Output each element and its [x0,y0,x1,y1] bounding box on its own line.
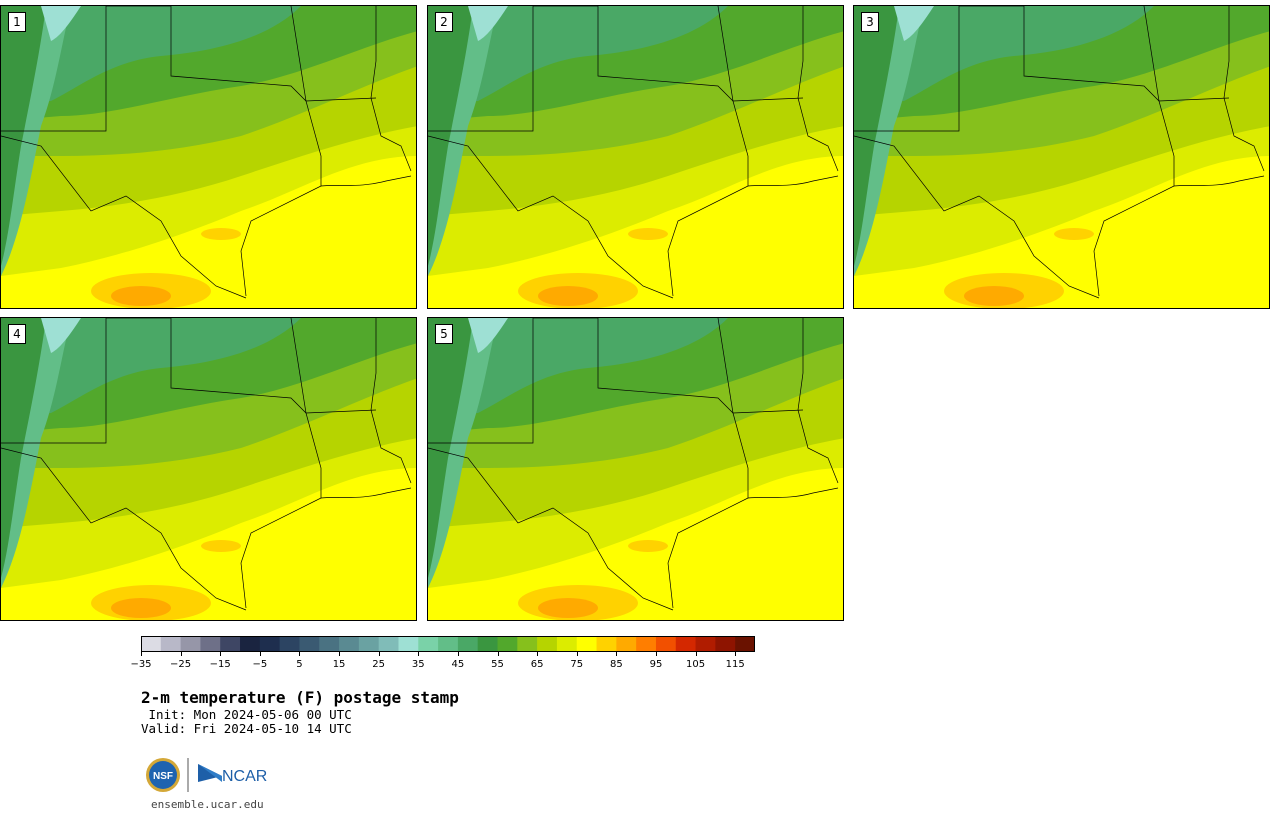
colorbar-swatch [636,636,657,652]
colorbar [141,636,755,652]
temperature-map [428,318,843,620]
colorbar-tick-label: 55 [491,659,504,670]
colorbar-tick-mark [180,652,182,656]
colorbar-swatch [299,636,320,652]
colorbar-tick-mark [576,652,578,656]
colorbar-tick-label: 95 [649,659,663,670]
colorbar-swatch [695,636,716,652]
colorbar-tick-mark [497,652,499,656]
nsf-ncar-logo: NSF NCAR [146,758,267,792]
colorbar-outline [141,636,755,652]
postage-stamp-panel: 2 [427,5,844,309]
temperature-map [1,6,416,308]
postage-stamp-panel: 3 [853,5,1270,309]
postage-stamp-panel: 5 [427,317,844,621]
colorbar-swatch [160,636,182,652]
colorbar-tick-label: 75 [570,659,584,670]
postage-stamp-panel: 4 [0,317,417,621]
colorbar-tick-label: −15 [209,659,231,670]
colorbar-tick-label: −35 [130,659,152,670]
colorbar-tick-mark [616,652,618,656]
colorbar-swatch [141,636,162,652]
postage-stamp-panel: 1 [0,5,417,309]
colorbar-swatch [438,636,459,652]
plot-title: 2-m temperature (F) postage stamp [141,688,459,707]
colorbar-tick-label: 25 [372,659,386,670]
colorbar-tick-label: 5 [296,659,303,670]
colorbar-swatch [319,636,340,652]
colorbar-swatch [477,636,499,652]
colorbar-swatch [616,636,637,652]
colorbar-tick-label: −5 [252,659,268,670]
colorbar-swatch [675,636,697,652]
colorbar-swatch [715,636,736,652]
footer-url: ensemble.ucar.edu [151,798,264,811]
colorbar-swatch [220,636,241,652]
colorbar-tick-mark [695,652,697,656]
colorbar-tick-mark [220,652,222,656]
colorbar-swatch [517,636,538,652]
colorbar-tick-label: 85 [609,659,623,670]
colorbar-tick-label: −25 [170,659,192,670]
member-label: 3 [861,12,879,32]
ncar-logo-text: NCAR [222,768,267,785]
colorbar-tick-mark [537,652,539,656]
colorbar-swatch [537,636,558,652]
temperature-map [1,318,416,620]
colorbar-swatch [240,636,261,652]
colorbar-tick-labels: −35 −25 −15 −5 5 15 25 35 45 55 65 75 85 95 105 115 [130,652,755,672]
colorbar-tick-mark [339,652,341,656]
colorbar-tick-label: 45 [451,659,465,670]
colorbar-swatch [457,636,479,652]
colorbar-swatch [497,636,518,652]
member-label: 4 [8,324,26,344]
colorbar-swatch [596,636,617,652]
colorbar-swatch [378,636,399,652]
colorbar-tick-mark [259,652,261,656]
colorbar-swatch [576,636,598,652]
colorbar-swatch [556,636,578,652]
colorbar-swatch [418,636,439,652]
temperature-map [854,6,1269,308]
member-label: 2 [435,12,453,32]
colorbar-swatch [398,636,419,652]
colorbar-tick-mark [735,652,737,656]
member-label: 5 [435,324,453,344]
colorbar-tick-mark [418,652,420,656]
colorbar-tick-mark [655,652,657,656]
colorbar-tick-mark [378,652,380,656]
colorbar-tick-label: 65 [530,659,544,670]
colorbar-swatch [655,636,677,652]
colorbar-tick-label: 115 [725,659,745,670]
colorbar-swatch [358,636,380,652]
colorbar-swatch [200,636,221,652]
colorbar-tick-label: 35 [411,659,425,670]
colorbar-tick-mark [299,652,301,656]
temperature-map [428,6,843,308]
init-time: Init: Mon 2024-05-06 00 UTC [141,707,352,722]
colorbar-swatch [279,636,300,652]
colorbar-swatch [735,636,755,652]
colorbar-swatch [259,636,281,652]
nsf-logo-text: NSF [153,771,173,782]
colorbar-tick-mark [141,652,142,656]
colorbar-swatch [180,636,201,652]
member-label: 1 [8,12,26,32]
colorbar-tick-label: 105 [686,659,706,670]
valid-time: Valid: Fri 2024-05-10 14 UTC [141,721,352,736]
colorbar-swatch [339,636,360,652]
colorbar-tick-label: 15 [332,659,346,670]
colorbar-tick-mark [457,652,459,656]
